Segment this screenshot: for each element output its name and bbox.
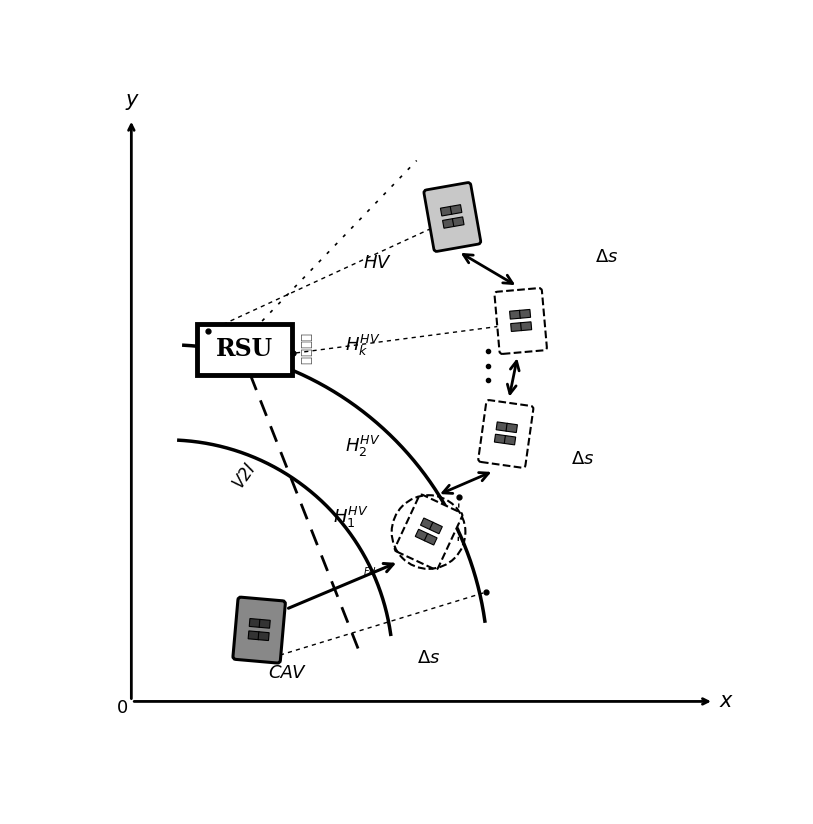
Text: $\Delta s$: $\Delta s$ xyxy=(416,648,440,667)
Text: $H_1^{HV}$: $H_1^{HV}$ xyxy=(333,505,369,530)
Bar xyxy=(452,217,464,227)
Text: CAV: CAV xyxy=(268,663,305,681)
Bar xyxy=(506,424,517,433)
FancyBboxPatch shape xyxy=(424,183,480,251)
Text: $H_k^{HV}$: $H_k^{HV}$ xyxy=(346,333,381,358)
FancyBboxPatch shape xyxy=(394,494,463,569)
Text: x: x xyxy=(720,691,733,711)
FancyBboxPatch shape xyxy=(233,597,285,663)
Bar xyxy=(420,518,433,530)
Text: $H_2^{HV}$: $H_2^{HV}$ xyxy=(346,433,381,459)
FancyBboxPatch shape xyxy=(494,288,547,354)
Bar xyxy=(496,422,507,431)
Bar xyxy=(494,434,506,443)
Bar xyxy=(258,632,269,640)
Text: y: y xyxy=(125,90,137,110)
Text: $\Delta s$: $\Delta s$ xyxy=(572,450,594,468)
Bar xyxy=(442,218,454,228)
Bar xyxy=(250,619,260,627)
Bar xyxy=(504,436,515,445)
Bar xyxy=(259,620,270,628)
Bar xyxy=(510,311,520,319)
Bar xyxy=(248,631,259,639)
Bar xyxy=(520,322,532,330)
Text: $\Delta s$: $\Delta s$ xyxy=(595,247,619,265)
Bar xyxy=(424,533,437,545)
FancyBboxPatch shape xyxy=(197,324,292,375)
Text: $HV$: $HV$ xyxy=(363,254,392,272)
Text: 信息感知: 信息感知 xyxy=(298,333,311,365)
FancyBboxPatch shape xyxy=(478,400,533,468)
Text: $_{Fd}$: $_{Fd}$ xyxy=(363,564,377,578)
Bar xyxy=(450,204,462,214)
Text: V2I: V2I xyxy=(229,460,259,492)
Bar xyxy=(441,206,452,216)
Bar xyxy=(415,529,428,541)
Bar xyxy=(429,522,442,534)
Text: 0: 0 xyxy=(117,700,128,718)
Text: RSU: RSU xyxy=(215,337,273,361)
Bar xyxy=(511,323,522,331)
Bar xyxy=(520,310,531,318)
